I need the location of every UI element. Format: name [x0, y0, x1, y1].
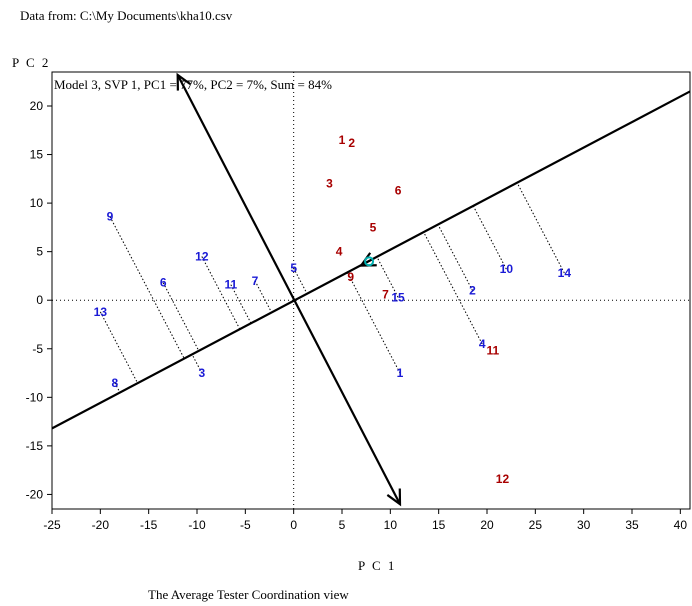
- projection-line: [437, 223, 473, 291]
- y-tick-label: 20: [30, 99, 44, 113]
- plot-frame: [51, 71, 691, 510]
- projection-line: [162, 282, 200, 351]
- average-tester-marker: [364, 256, 375, 267]
- projection-line: [201, 256, 241, 329]
- blue-point-label: 13: [94, 305, 108, 319]
- red-point-label: 4: [336, 245, 343, 259]
- red-point-label: 9: [347, 270, 354, 284]
- x-axis-label: P C 1: [358, 558, 397, 573]
- x-tick-label: -15: [140, 518, 158, 532]
- x-tick-label: -10: [188, 518, 206, 532]
- projection-line: [422, 231, 483, 345]
- projection-line: [230, 284, 252, 324]
- red-point-label: 11: [486, 344, 499, 358]
- x-tick-label: 15: [432, 518, 446, 532]
- blue-point-label: 2: [469, 284, 476, 298]
- blue-point-label: 11: [224, 278, 237, 292]
- x-tick-label: 25: [529, 518, 543, 532]
- projection-line: [516, 182, 565, 274]
- x-tick-label: 20: [480, 518, 494, 532]
- y-tick-label: -15: [26, 439, 44, 453]
- perpendicular-axis-line: [176, 74, 401, 505]
- red-point-label: 12: [496, 472, 510, 486]
- blue-point-label: 5: [290, 261, 297, 275]
- projection-line: [191, 353, 203, 374]
- y-axis-label: P C 2: [12, 55, 51, 70]
- x-tick-label: 0: [290, 518, 297, 532]
- y-tick-label: 10: [30, 196, 44, 210]
- blue-point-label: 7: [252, 274, 259, 288]
- red-point-label: 1: [339, 133, 346, 147]
- x-tick-label: -25: [43, 518, 61, 532]
- x-tick-label: 35: [625, 518, 639, 532]
- blue-point-label: 1: [397, 366, 404, 380]
- blue-point-label: 12: [195, 250, 209, 264]
- blue-point-label: 6: [160, 276, 167, 290]
- y-tick-label: -5: [32, 342, 43, 356]
- biplot-chart: -25 -20 -15 -10 -5 0 5 10 15 20 25 30 35 40-20-15-10-…: [26, 71, 691, 532]
- y-tick-label: 0: [36, 293, 43, 307]
- red-point-label: 7: [382, 287, 389, 301]
- red-point-label: 6: [395, 183, 402, 197]
- chart-caption: The Average Tester Coordination view: [148, 587, 349, 602]
- x-tick-label: -5: [240, 518, 251, 532]
- projection-line: [254, 280, 272, 313]
- arrow-head-down: [386, 488, 402, 507]
- x-tick-label: 5: [339, 518, 346, 532]
- projection-line: [109, 216, 185, 359]
- red-point-label: 5: [370, 220, 377, 234]
- y-tick-label: -20: [26, 487, 44, 501]
- blue-point-label: 8: [111, 376, 118, 390]
- blue-point-label: 4: [479, 337, 486, 351]
- red-point-label: 3: [326, 177, 333, 191]
- x-tick-label: 10: [384, 518, 398, 532]
- blue-point-label: 14: [558, 266, 572, 280]
- projection-line: [376, 256, 399, 298]
- blue-point-label: 3: [198, 366, 205, 380]
- blue-point-label: 9: [107, 210, 114, 224]
- projection-line: [293, 267, 308, 294]
- projection-line: [99, 311, 138, 383]
- y-tick-label: 15: [30, 148, 44, 162]
- projection-line: [472, 205, 507, 270]
- x-tick-label: 40: [674, 518, 688, 532]
- arrow-head-up: [176, 72, 191, 91]
- x-tick-label: 30: [577, 518, 591, 532]
- blue-point-label: 15: [391, 290, 405, 304]
- projection-line: [346, 271, 401, 374]
- x-tick-label: -20: [92, 518, 110, 532]
- y-tick-label: 5: [36, 245, 43, 259]
- blue-point-label: 10: [500, 262, 514, 276]
- chart-title: Model 3, SVP 1, PC1 = 77%, PC2 = 7%, Sum…: [54, 77, 332, 92]
- red-point-label: 2: [348, 136, 355, 150]
- data-source-text: Data from: C:\My Documents\kha10.csv: [20, 8, 233, 23]
- y-tick-label: -10: [26, 390, 44, 404]
